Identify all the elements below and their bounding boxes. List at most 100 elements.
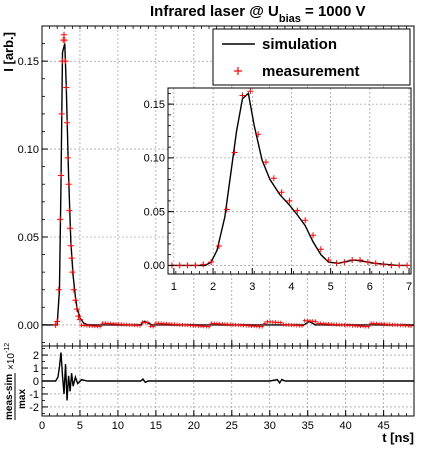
measurement-point <box>247 88 254 95</box>
x-tick-label: 20 <box>188 420 200 432</box>
measurement-point <box>54 318 61 325</box>
measurement-point <box>52 321 59 328</box>
measurement-point <box>396 262 403 269</box>
measurement-baseline-markers <box>79 318 413 329</box>
measurement-point <box>208 259 215 266</box>
y-tick-label: 1 <box>33 363 39 375</box>
x-tick-label: 0 <box>39 420 45 432</box>
measurement-point <box>380 261 387 268</box>
legend: simulation measurement <box>212 28 411 86</box>
measurement-point <box>404 262 411 269</box>
measurement-point <box>278 320 283 325</box>
legend-box <box>212 28 411 86</box>
measurement-point <box>262 321 267 326</box>
measurement-point <box>192 262 199 269</box>
residual-ylabel-denominator: max <box>17 389 28 409</box>
x-tick-label: 1 <box>171 281 177 293</box>
legend-label-measurement: measurement <box>262 63 360 80</box>
measurement-point <box>372 260 379 267</box>
y-tick-label: 0.15 <box>144 99 165 111</box>
x-tick-label: 30 <box>264 420 276 432</box>
x-tick-label: 25 <box>226 420 238 432</box>
x-tick-label: 7 <box>406 281 412 293</box>
residual-series <box>42 352 414 401</box>
x-tick-label: 40 <box>340 420 352 432</box>
residual-ylabel: meas-sim max ×10-12 <box>4 343 28 420</box>
residual-scale-factor: ×10-12 <box>4 343 17 370</box>
y-tick-label: 0.00 <box>18 320 39 332</box>
measurement-point <box>207 324 212 329</box>
residual-xlabel: t [ns] <box>382 430 414 445</box>
simulation-line <box>42 43 414 326</box>
y-tick-label: 0.15 <box>18 56 39 68</box>
measurement-point <box>294 207 301 214</box>
measurement-point <box>231 149 238 156</box>
inset-series <box>168 88 411 269</box>
measurement-point <box>255 131 262 138</box>
measurement-point <box>64 154 71 161</box>
measurement-point <box>70 286 77 293</box>
chart-title: Infrared laser @ Ubias = 1000 V <box>150 3 366 25</box>
measurement-point <box>270 175 277 182</box>
measurement-point <box>317 246 324 253</box>
measurement-point <box>239 92 246 99</box>
inset-plot: 1 2 3 4 5 6 7 0.00 0.05 0.10 0.15 <box>144 87 412 293</box>
measurement-point <box>223 206 230 213</box>
main-series <box>42 31 414 329</box>
main-ylabel: I [arb.] <box>1 32 16 72</box>
measurement-point <box>341 259 348 266</box>
measurement-point <box>67 242 74 249</box>
x-tick-label: 35 <box>302 420 314 432</box>
y-tick-label: 0.10 <box>144 153 165 165</box>
measurement-point <box>57 172 64 179</box>
y-tick-label: 0 <box>33 376 39 388</box>
measurement-point <box>57 216 64 223</box>
measurement-point <box>313 319 318 324</box>
measurement-point <box>325 257 332 264</box>
x-tick-label: 5 <box>77 420 83 432</box>
measurement-point <box>349 257 356 264</box>
x-tick-label: 15 <box>150 420 162 432</box>
main-axes: 0.00 0.05 0.10 0.15 <box>18 25 415 346</box>
legend-label-simulation: simulation <box>262 36 337 53</box>
x-tick-label: 10 <box>112 420 124 432</box>
measurement-point <box>68 255 75 262</box>
x-tick-label: 45 <box>378 420 390 432</box>
y-tick-label: -2 <box>29 402 39 414</box>
measurement-point <box>388 262 395 269</box>
y-tick-label: 0.00 <box>144 260 165 272</box>
title-main: Infrared laser @ U <box>150 3 279 20</box>
measurement-point <box>63 84 70 91</box>
x-tick-label: 6 <box>367 281 373 293</box>
measurement-point <box>333 260 340 267</box>
measurement-markers <box>168 88 411 269</box>
measurement-markers <box>52 31 83 328</box>
measurement-point <box>69 269 76 276</box>
measurement-point <box>278 189 285 196</box>
inset-grid <box>168 88 411 274</box>
svg-text:Infrared laser @ Ubias = 1000: Infrared laser @ Ubias = 1000 V <box>150 3 366 25</box>
measurement-point <box>310 232 317 239</box>
measurement-point <box>364 259 371 266</box>
measurement-point <box>262 159 269 166</box>
measurement-point <box>62 58 69 65</box>
measurement-point <box>61 37 68 44</box>
measurement-point <box>300 323 305 328</box>
measurement-point <box>64 119 71 126</box>
measurement-point <box>176 262 183 269</box>
residual-line <box>42 352 414 401</box>
measurement-point <box>76 316 83 323</box>
measurement-point <box>408 323 413 328</box>
y-tick-label: 0.05 <box>18 232 39 244</box>
measurement-point <box>151 324 156 329</box>
y-tick-label: 0.10 <box>18 144 39 156</box>
measurement-point <box>58 110 65 117</box>
measurement-point <box>98 324 103 329</box>
measurement-point <box>75 313 82 320</box>
measurement-point <box>73 306 80 313</box>
x-tick-label: 2 <box>210 281 216 293</box>
measurement-point <box>66 207 73 214</box>
measurement-point <box>61 31 68 38</box>
